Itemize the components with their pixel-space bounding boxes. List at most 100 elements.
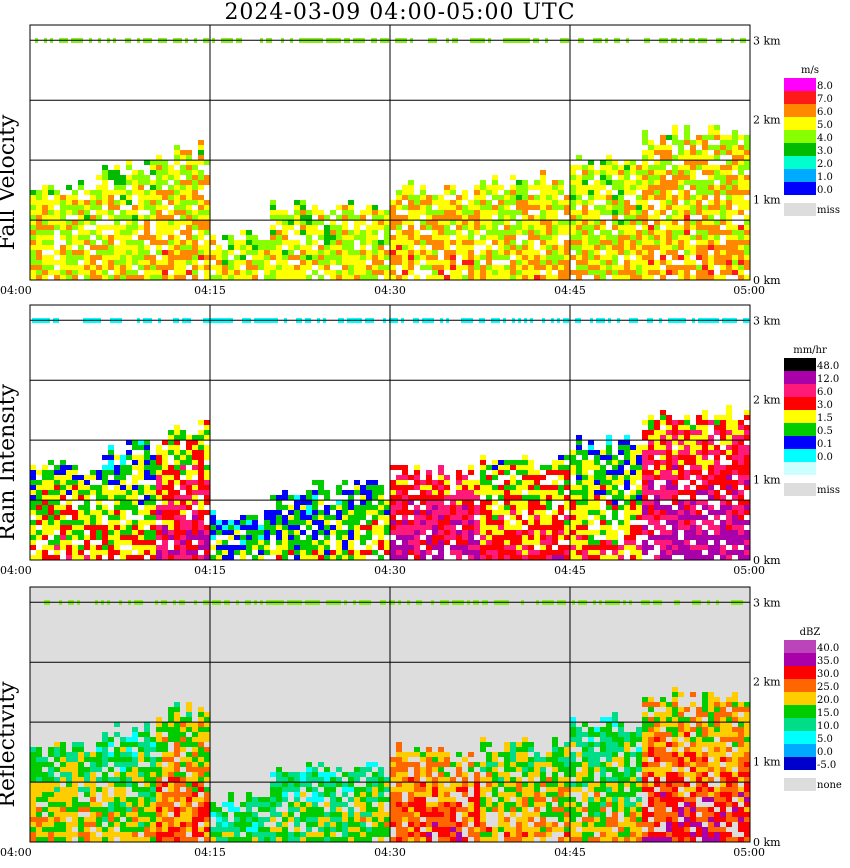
heatmap-cell <box>714 185 720 190</box>
heatmap-cell <box>108 817 114 822</box>
heatmap-cell <box>198 535 204 540</box>
heatmap-cell <box>642 510 648 515</box>
heatmap-cell <box>534 495 540 500</box>
heatmap-cell <box>648 165 654 170</box>
heatmap-cell <box>66 210 72 215</box>
heatmap-cell <box>42 555 48 560</box>
heatmap-cell <box>96 827 102 832</box>
heatmap-cell <box>486 530 492 535</box>
heatmap-cell <box>174 817 180 822</box>
heatmap-cell <box>666 440 672 445</box>
heatmap-cell <box>486 545 492 550</box>
heatmap-cell <box>42 817 48 822</box>
heatmap-cell <box>354 510 360 515</box>
heatmap-cell <box>372 520 378 525</box>
heatmap-cell <box>60 460 66 465</box>
heatmap-cell <box>48 470 54 475</box>
heatmap-cell <box>270 520 276 525</box>
heatmap-cell <box>30 265 36 270</box>
heatmap-cell <box>336 205 342 210</box>
heatmap-cell <box>390 490 396 495</box>
heatmap-cell <box>162 265 168 270</box>
heatmap-cell <box>606 545 612 550</box>
heatmap-cell <box>138 792 144 797</box>
heatmap-cell <box>378 245 384 250</box>
heatmap-cell <box>720 470 726 475</box>
heatmap-cell <box>678 500 684 505</box>
heatmap-cell <box>564 225 570 230</box>
heatmap-cell <box>360 210 366 215</box>
heatmap-cell <box>444 505 450 510</box>
heatmap-cell <box>180 220 186 225</box>
heatmap-cell <box>72 520 78 525</box>
heatmap-cell <box>630 245 636 250</box>
heatmap-cell <box>594 275 600 280</box>
heatmap-cell <box>54 510 60 515</box>
heatmap-cell <box>642 165 648 170</box>
heatmap-cell <box>372 210 378 215</box>
heatmap-cell <box>174 435 180 440</box>
heatmap-cell <box>126 822 132 827</box>
heatmap-cell <box>30 190 36 195</box>
heatmap-cell <box>372 485 378 490</box>
heatmap-cell <box>30 495 36 500</box>
heatmap-cell <box>114 802 120 807</box>
heatmap-cell <box>108 777 114 782</box>
heatmap-cell <box>624 275 630 280</box>
heatmap-cell <box>522 215 528 220</box>
heatmap-cell <box>252 515 258 520</box>
heatmap-cell <box>738 145 744 150</box>
heatmap-cell <box>60 475 66 480</box>
heatmap-cell <box>336 490 342 495</box>
heatmap-cell <box>294 500 300 505</box>
heatmap-cell <box>648 500 654 505</box>
heatmap-cell <box>690 425 696 430</box>
heatmap-cell <box>354 260 360 265</box>
heatmap-cell <box>546 190 552 195</box>
heatmap-cell <box>558 265 564 270</box>
heatmap-cell <box>738 540 744 545</box>
heatmap-cell <box>642 175 648 180</box>
heatmap-cell <box>168 807 174 812</box>
heatmap-cell <box>294 535 300 540</box>
heatmap-cell <box>138 460 144 465</box>
heatmap-cell <box>258 260 264 265</box>
heatmap-cell <box>576 200 582 205</box>
heatmap-cell <box>606 195 612 200</box>
heatmap-cell <box>102 550 108 555</box>
heatmap-cell <box>354 530 360 535</box>
heatmap-cell <box>516 500 522 505</box>
heatmap-cell <box>78 495 84 500</box>
height-tick-label: 1 km <box>753 474 781 487</box>
legend-label: 12.0 <box>817 374 839 385</box>
heatmap-cell <box>636 450 642 455</box>
heatmap-cell <box>30 255 36 260</box>
heatmap-cell <box>90 535 96 540</box>
heatmap-cell <box>156 495 162 500</box>
heatmap-cell <box>114 505 120 510</box>
heatmap-cell <box>48 555 54 560</box>
heatmap-cell <box>270 230 276 235</box>
heatmap-cell <box>168 550 174 555</box>
heatmap-cell <box>48 215 54 220</box>
heatmap-cell <box>606 480 612 485</box>
heatmap-cell <box>180 802 186 807</box>
heatmap-cell <box>72 742 78 747</box>
heatmap-cell <box>276 215 282 220</box>
heatmap-cell <box>360 550 366 555</box>
heatmap-cell <box>516 220 522 225</box>
heatmap-cell <box>180 812 186 817</box>
heatmap-cell <box>408 250 414 255</box>
heatmap-cell <box>510 555 516 560</box>
heatmap-cell <box>78 530 84 535</box>
heatmap-cell <box>654 495 660 500</box>
heatmap-cell <box>462 515 468 520</box>
heatmap-cell <box>678 230 684 235</box>
heatmap-cell <box>576 435 582 440</box>
heatmap-cell <box>174 787 180 792</box>
heatmap-cell <box>732 510 738 515</box>
heatmap-cell <box>186 455 192 460</box>
heatmap-cell <box>222 550 228 555</box>
heatmap-cell <box>708 230 714 235</box>
heatmap-cell <box>708 460 714 465</box>
